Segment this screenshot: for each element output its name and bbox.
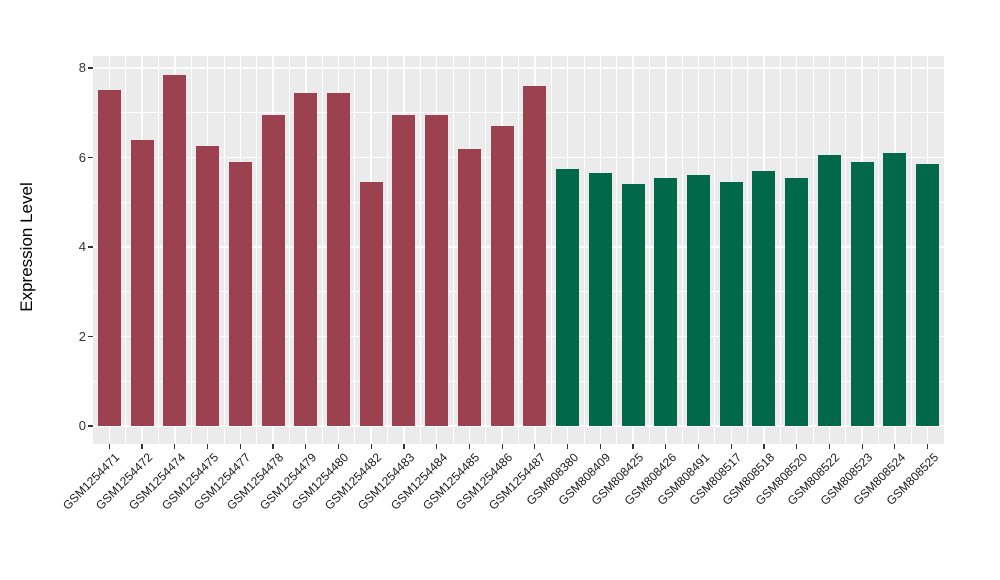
v-gridline-minor [452,56,454,444]
bar-GSM808491 [687,175,711,426]
v-gridline-minor [518,56,519,444]
bar-GSM1254484 [425,114,449,426]
v-gridline-minor [354,56,356,444]
v-gridline-minor [910,56,912,444]
x-tick-mark [763,444,765,449]
bar-GSM808425 [621,184,645,426]
x-tick-mark [796,444,798,449]
x-tick-mark [697,444,700,449]
bar-GSM808524 [883,153,907,426]
bar-GSM808426 [654,177,678,426]
x-tick-mark [206,444,209,449]
bar-GSM1254478 [261,114,285,426]
bar-GSM1254486 [490,126,514,426]
x-tick-mark [436,444,438,449]
bar-GSM1254482 [359,182,383,426]
x-tick-mark [239,444,241,449]
y-tick-label: 4 [78,239,86,254]
y-tick-label: 6 [78,149,86,165]
v-gridline-minor [779,56,781,444]
x-tick-mark [403,444,405,449]
v-gridline-minor [747,56,748,444]
x-tick-mark [370,444,372,449]
bar-GSM808380 [556,168,580,426]
y-tick-label: 0 [78,418,86,433]
bar-GSM1254477 [228,161,252,426]
x-tick-mark [861,444,863,449]
bar-GSM1254474 [163,74,187,426]
x-tick-mark [108,444,110,449]
bar-GSM1254475 [196,146,220,426]
v-gridline-minor [419,56,421,444]
y-tick-mark [88,335,93,338]
y-tick-mark [88,246,93,248]
v-gridline-minor [845,56,847,444]
y-tick-mark [88,425,93,427]
v-gridline-minor [812,56,814,444]
x-tick-mark [632,444,634,449]
bar-GSM1254479 [294,92,318,426]
x-tick-mark [272,444,274,449]
v-gridline-minor [583,56,585,444]
v-gridline-minor [158,56,159,444]
v-gridline-minor [256,56,258,444]
x-tick-mark [174,444,176,449]
bar-GSM808522 [817,155,841,426]
y-tick-label: 8 [78,60,86,75]
bar-GSM1254485 [457,148,481,426]
x-tick-label: GSM1254471 [60,450,123,513]
v-gridline-minor [190,56,192,444]
y-tick-label: 2 [78,328,86,344]
y-tick-mark [88,156,93,159]
bar-GSM1254483 [392,114,416,426]
x-tick-mark [337,444,340,449]
x-tick-mark [534,444,536,449]
bar-GSM808525 [916,164,940,426]
bar-GSM808518 [752,170,776,426]
bar-GSM808409 [588,173,612,426]
plot-panel [93,56,944,444]
v-gridline-minor [616,56,618,444]
y-axis-title: Expression Level [17,182,36,312]
bar-GSM1254487 [523,85,547,426]
v-gridline-minor [485,56,487,444]
v-gridline-minor [649,56,650,444]
x-tick-mark [141,444,143,449]
v-gridline-minor [681,56,683,444]
bar-GSM808523 [850,161,874,426]
v-gridline-minor [550,56,552,444]
v-gridline-minor [714,56,716,444]
v-gridline-minor [223,56,225,444]
x-tick-mark [665,444,667,449]
x-tick-mark [927,444,929,449]
v-gridline-minor [125,56,127,444]
bar-GSM808517 [719,182,743,426]
x-tick-mark [894,444,896,449]
bar-GSM1254471 [97,90,121,426]
x-tick-mark [501,444,503,449]
v-gridline-minor [288,56,290,444]
v-gridline-minor [387,56,388,444]
x-tick-mark [566,444,569,449]
x-tick-mark [730,444,732,449]
x-tick-mark [305,444,307,449]
x-tick-mark [828,444,831,449]
x-tick-mark [468,444,470,449]
v-gridline-minor [321,56,323,444]
bar-GSM1254480 [326,92,350,426]
bar-GSM1254472 [130,139,154,426]
v-gridline-minor [878,56,879,444]
x-tick-mark [599,444,601,449]
y-tick-mark [88,67,93,69]
bar-GSM808520 [785,177,809,426]
